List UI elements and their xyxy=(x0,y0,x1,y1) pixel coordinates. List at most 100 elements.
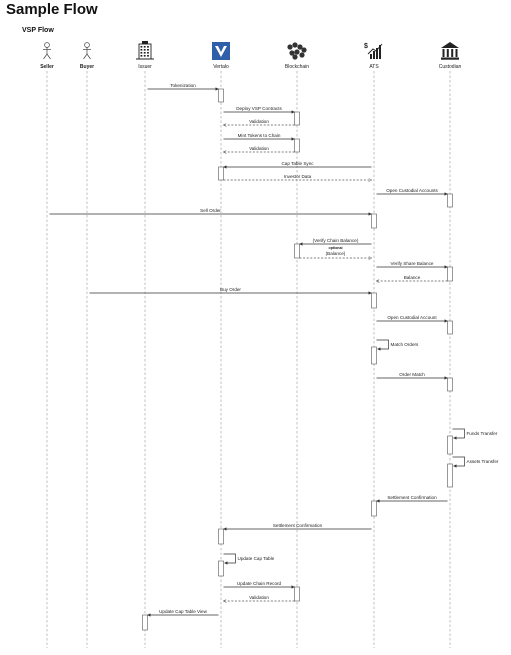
message-label: Assets Transfer xyxy=(467,459,499,464)
participant-buyer: Buyer xyxy=(80,42,94,70)
message-3: Validation xyxy=(224,119,295,125)
person-icon xyxy=(43,42,51,60)
message-6: Cap Table Sync xyxy=(223,161,372,169)
self-message-arrow xyxy=(223,553,236,565)
message-17: Order Match xyxy=(376,372,448,380)
message-23: Update Chain Record xyxy=(223,581,295,589)
building-icon xyxy=(136,41,154,60)
message-label: Validation xyxy=(249,119,269,124)
participant-label: ATS xyxy=(369,64,379,70)
message-24: Validation xyxy=(224,595,295,601)
message-12: Verify Share Balance xyxy=(376,261,448,269)
svg-text:$: $ xyxy=(364,43,368,50)
participant-label: Custodian xyxy=(439,64,462,70)
person-icon xyxy=(83,42,91,60)
participant-blockchain: Blockchain xyxy=(285,42,309,70)
message-18: Funds Transfer xyxy=(452,428,498,440)
activation-bar xyxy=(218,166,224,181)
participant-label: Blockchain xyxy=(285,64,309,70)
message-4: Mint Tokens to Chain xyxy=(223,133,295,141)
message-8: Open Custodial Accounts xyxy=(376,188,448,196)
participant-label: Buyer xyxy=(80,64,94,70)
message-label: Investor Data xyxy=(284,174,312,179)
message-2: Deploy VSP Contracts xyxy=(223,106,295,114)
message-label: Validation xyxy=(249,146,269,151)
activation-bar xyxy=(447,435,453,455)
activation-bars xyxy=(142,88,453,631)
message-20: Settlement Confirmation xyxy=(376,495,448,503)
message-label: Deploy VSP Contracts xyxy=(236,106,282,111)
message-label: Match Orders xyxy=(391,342,420,347)
message-10: (Verify Chain Balance) optional xyxy=(299,238,372,250)
activation-bar xyxy=(447,320,453,335)
message-label: Open Custodial Account xyxy=(387,315,437,320)
message-11: (Balance) xyxy=(299,251,372,258)
blockchain-icon xyxy=(287,42,307,60)
flow-title: VSP Flow xyxy=(22,27,54,34)
message-label: Verify Share Balance xyxy=(391,261,434,266)
self-message-arrow xyxy=(452,428,465,440)
participant-label: Vertalo xyxy=(213,64,229,70)
message-label: Update Chain Record xyxy=(237,581,282,586)
self-message-arrow xyxy=(376,339,389,351)
message-note: optional xyxy=(329,246,343,250)
activation-bar xyxy=(447,193,453,208)
message-22: Update Cap Table xyxy=(223,553,275,565)
message-15: Open Custodial Account xyxy=(376,315,448,323)
activation-bar xyxy=(371,292,377,309)
participant-ats: $ ATS xyxy=(364,43,383,70)
message-5: Validation xyxy=(224,146,295,152)
chart-icon: $ xyxy=(364,43,383,59)
message-25: Update Cap Table View xyxy=(147,609,219,617)
message-16: Match Orders xyxy=(376,339,420,351)
messages: Tokenization Deploy VSP Contracts Validati… xyxy=(49,83,499,617)
participant-issuer: Issuer xyxy=(136,41,154,70)
activation-bar xyxy=(294,111,300,126)
message-7: Investor Data xyxy=(223,174,372,180)
participant-custodian: Custodian xyxy=(439,42,462,70)
message-label: (Verify Chain Balance) xyxy=(313,238,359,243)
activation-bar xyxy=(142,614,148,631)
activation-bar xyxy=(218,560,224,577)
message-label: Mint Tokens to Chain xyxy=(238,133,281,138)
message-19: Assets Transfer xyxy=(452,456,499,468)
vertalo-logo-icon xyxy=(212,42,230,60)
lifelines xyxy=(46,71,451,648)
activation-bar xyxy=(294,586,300,602)
participant-vertalo: Vertalo xyxy=(212,42,230,70)
message-label: Buy Order xyxy=(220,287,241,292)
activation-bar xyxy=(218,528,224,545)
message-label: Sell Order xyxy=(200,208,221,213)
message-13: Balance xyxy=(377,275,448,281)
message-9: Sell Order xyxy=(49,208,372,216)
message-label: Update Cap Table View xyxy=(159,609,208,614)
activation-bar xyxy=(447,463,453,488)
message-label: Funds Transfer xyxy=(467,431,498,436)
activation-bar xyxy=(218,88,224,103)
message-label: Update Cap Table xyxy=(238,556,275,561)
participant-seller: Seller xyxy=(40,42,54,70)
activation-bar xyxy=(371,213,377,229)
message-label: Order Match xyxy=(399,372,425,377)
message-14: Buy Order xyxy=(89,287,372,295)
activation-bar xyxy=(371,500,377,517)
message-1: Tokenization xyxy=(147,83,219,91)
message-label: Open Custodial Accounts xyxy=(386,188,438,193)
page-title: Sample Flow xyxy=(6,1,98,18)
activation-bar xyxy=(294,138,300,153)
message-label: Validation xyxy=(249,595,269,600)
self-message-arrow xyxy=(452,456,465,468)
participants: Seller Buyer Issuer Vertalo Blockchain $ ATS Cu… xyxy=(40,41,461,70)
message-label: Cap Table Sync xyxy=(281,161,314,166)
activation-bar xyxy=(447,266,453,282)
message-label: Tokenization xyxy=(170,83,196,88)
participant-label: Issuer xyxy=(138,64,152,70)
message-label: Balance xyxy=(404,275,421,280)
message-label: Settlement Confirmation xyxy=(387,495,437,500)
participant-label: Seller xyxy=(40,64,54,70)
bank-icon xyxy=(441,42,459,60)
message-label: Settlement Confirmation xyxy=(273,523,323,528)
activation-bar xyxy=(447,377,453,392)
message-21: Settlement Confirmation xyxy=(223,523,372,531)
